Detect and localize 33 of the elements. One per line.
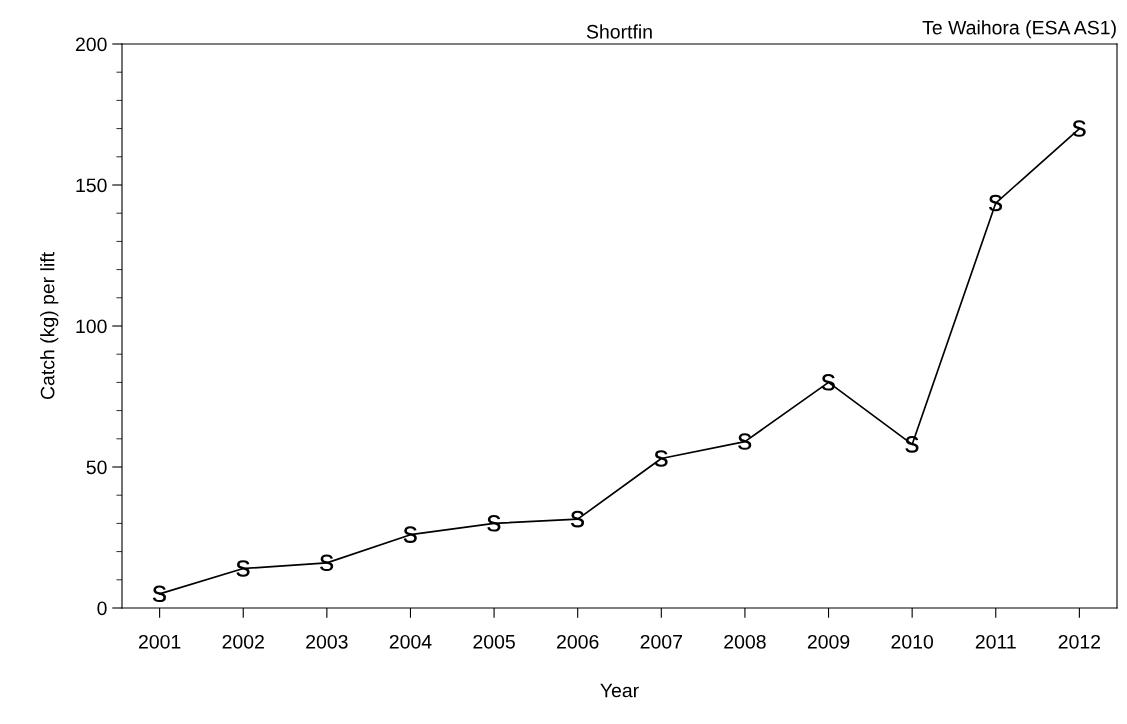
y-tick-label: 150 [76,178,107,193]
point [152,585,166,603]
point [821,374,835,391]
chart-title: Shortfin [586,24,652,39]
point [236,560,250,577]
x-tick-label: 2007 [640,634,682,649]
point [1072,120,1086,137]
x-tick-label: 2001 [138,634,181,649]
text: Te Waihora (ESA AS1) [922,20,1116,39]
y-tick-label: 100 [76,319,107,334]
y-tick-label: 200 [75,37,107,52]
x-tick-label: 2004 [389,634,432,649]
point [988,194,1003,212]
point [905,436,919,453]
point [403,526,417,543]
y-tick-label: 50 [86,460,107,475]
x-tick-label: 2002 [222,634,264,649]
x-axis-title: Year [600,683,639,698]
x-tick-label: 2011 [975,634,1016,649]
point [320,554,334,572]
x-tick-label: 2012 [1058,634,1101,649]
point [487,515,501,532]
x-tick-label: 2005 [473,634,515,649]
point [570,510,585,528]
x-tick-label: 2008 [724,634,766,649]
x-tick-label: 2006 [557,634,599,649]
x-tick-label: 2009 [807,634,850,649]
point [654,450,668,467]
x-tick-label: 2010 [891,634,934,649]
y-tick-label: 0 [97,601,107,616]
y-axis-title: Catch (kg) per lift [40,252,59,400]
point [738,433,752,450]
x-tick-label: 2003 [306,634,348,649]
